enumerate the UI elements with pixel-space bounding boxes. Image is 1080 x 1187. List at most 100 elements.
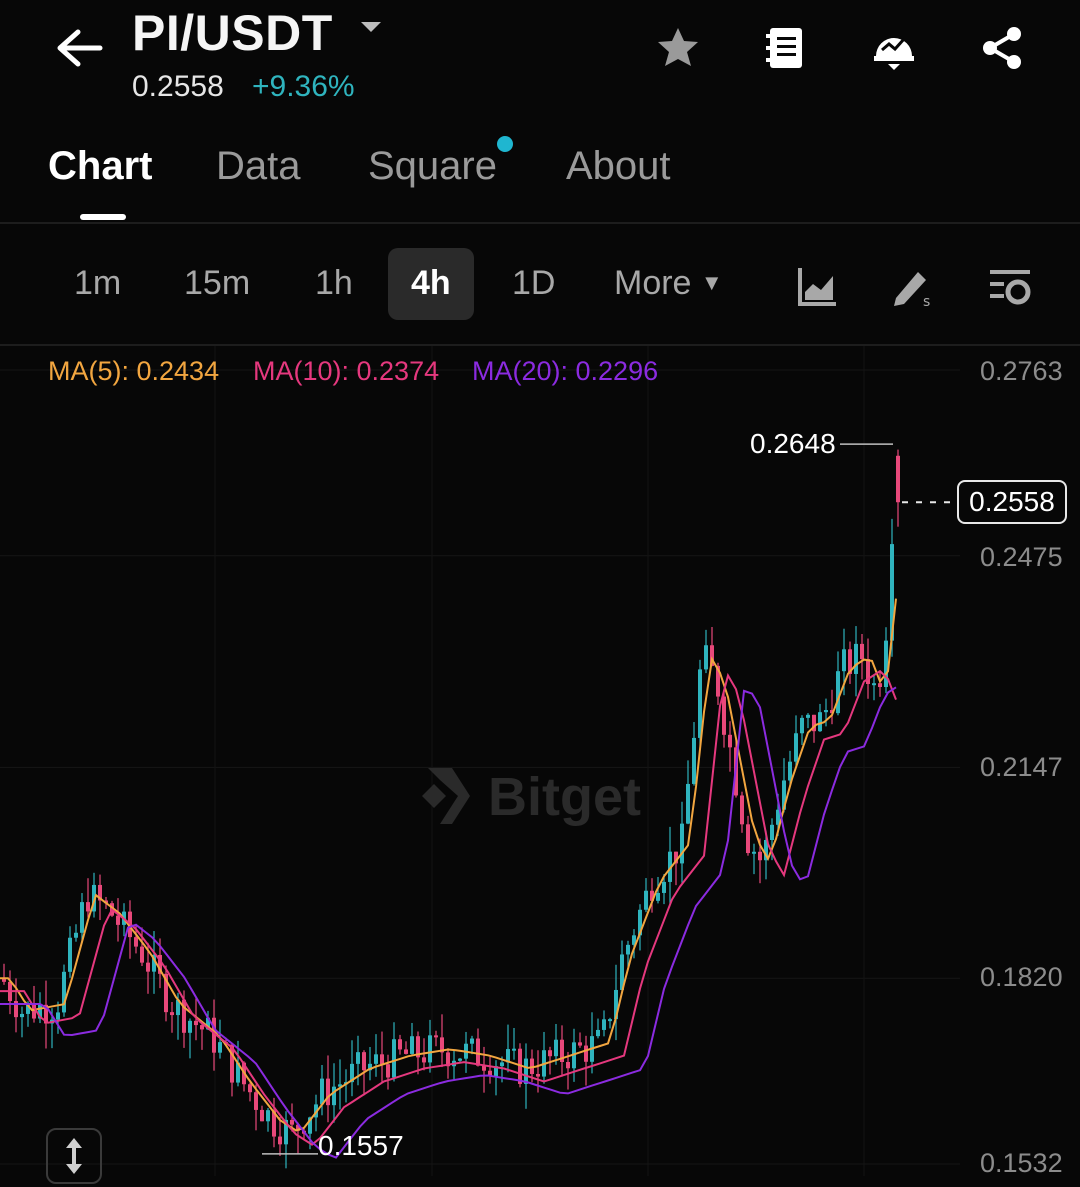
candle-up bbox=[806, 714, 810, 718]
candle-down bbox=[278, 1136, 282, 1145]
candle-up bbox=[308, 1117, 312, 1134]
candle-up bbox=[788, 761, 792, 781]
candle-down bbox=[272, 1110, 276, 1137]
tab-data[interactable]: Data bbox=[216, 144, 301, 188]
candle-down bbox=[398, 1039, 402, 1050]
star-icon[interactable] bbox=[654, 24, 702, 72]
candle-down bbox=[878, 683, 882, 688]
candle-up bbox=[470, 1038, 474, 1044]
low-price-label: 0.1557 bbox=[318, 1130, 404, 1161]
candle-down bbox=[446, 1052, 450, 1067]
candle-down bbox=[416, 1036, 420, 1058]
candle-down bbox=[146, 962, 150, 972]
drawing-tools-icon[interactable]: s bbox=[890, 264, 934, 308]
candle-up bbox=[800, 717, 804, 734]
candle-down bbox=[848, 649, 852, 674]
candle-up bbox=[410, 1036, 414, 1054]
price-change: +9.36% bbox=[252, 70, 355, 103]
timeframe-15m[interactable]: 15m bbox=[184, 264, 251, 302]
candle-up bbox=[152, 954, 156, 972]
candle-down bbox=[14, 1001, 18, 1018]
timeframe-1m[interactable]: 1m bbox=[74, 264, 122, 302]
candle-up bbox=[836, 671, 840, 714]
candle-down bbox=[254, 1092, 258, 1110]
timeframe-1h[interactable]: 1h bbox=[315, 264, 353, 302]
timeframe-4h[interactable]: 4h bbox=[411, 264, 451, 302]
candle-down bbox=[722, 696, 726, 735]
candle-down bbox=[116, 915, 120, 925]
candle-up bbox=[62, 971, 66, 1013]
candle-up bbox=[188, 1020, 192, 1033]
share-icon[interactable] bbox=[978, 24, 1026, 72]
tab-chart[interactable]: Chart bbox=[48, 144, 153, 188]
back-arrow-icon[interactable] bbox=[52, 24, 104, 72]
candle-up bbox=[218, 1042, 222, 1053]
candle-down bbox=[566, 1062, 570, 1069]
candle-up bbox=[614, 989, 618, 1020]
pair-title[interactable]: PI/USDT bbox=[132, 5, 333, 61]
y-tick-label: 0.1532 bbox=[980, 1148, 1063, 1178]
active-tab-indicator bbox=[80, 214, 126, 220]
candle-up bbox=[680, 823, 684, 864]
candle-up bbox=[176, 999, 180, 1016]
candle-up bbox=[854, 643, 858, 674]
timeframe-1d[interactable]: 1D bbox=[512, 264, 556, 302]
candle-up bbox=[68, 937, 72, 972]
candle-up bbox=[626, 944, 630, 955]
chart-type-icon[interactable] bbox=[796, 264, 840, 308]
candle-up bbox=[458, 1058, 462, 1061]
candle-up bbox=[350, 1063, 354, 1083]
ma20-line bbox=[0, 686, 897, 1159]
candle-up bbox=[320, 1078, 324, 1105]
candle-up bbox=[206, 1017, 210, 1030]
candle-up bbox=[644, 890, 648, 910]
candle-up bbox=[638, 909, 642, 936]
ma10-label: MA(10): 0.2374 bbox=[253, 356, 440, 386]
header: PI/USDT 0.2558 +9.36% bbox=[0, 0, 1080, 120]
candle-down bbox=[536, 1073, 540, 1077]
candle-down bbox=[674, 851, 678, 864]
price-alert-icon[interactable] bbox=[870, 24, 918, 72]
candle-up bbox=[698, 669, 702, 738]
price-chart[interactable]: MA(5): 0.2434 MA(10): 0.2374 MA(20): 0.2… bbox=[0, 346, 1080, 1184]
candle-up bbox=[668, 851, 672, 882]
last-price: 0.2558 bbox=[132, 70, 224, 103]
notes-icon[interactable] bbox=[762, 24, 810, 72]
chevron-down-icon[interactable] bbox=[358, 16, 384, 36]
candle-down bbox=[98, 884, 102, 901]
candle-up bbox=[686, 783, 690, 824]
candle-down bbox=[290, 1119, 294, 1125]
candle-down bbox=[362, 1052, 366, 1071]
high-price-label: 0.2648 bbox=[750, 428, 836, 459]
candle-up bbox=[824, 710, 828, 713]
chart-settings-icon[interactable] bbox=[988, 264, 1032, 308]
candle-down bbox=[2, 978, 6, 982]
candle-down bbox=[488, 1070, 492, 1077]
tab-square[interactable]: Square bbox=[368, 144, 497, 188]
bitget-logo-watermark bbox=[422, 768, 470, 824]
candle-down bbox=[440, 1037, 444, 1053]
candle-down bbox=[578, 1042, 582, 1046]
candle-up bbox=[356, 1052, 360, 1064]
candle-up bbox=[38, 1004, 42, 1019]
candle-up bbox=[704, 645, 708, 670]
candle-up bbox=[596, 1029, 600, 1037]
ma10-line bbox=[0, 669, 897, 1146]
candle-up bbox=[500, 1062, 504, 1067]
vertical-resize-icon bbox=[66, 1138, 82, 1174]
ma20-label: MA(20): 0.2296 bbox=[472, 356, 659, 386]
candle-down bbox=[386, 1064, 390, 1078]
candle-down bbox=[182, 999, 186, 1033]
candle-down bbox=[476, 1038, 480, 1066]
candle-up bbox=[266, 1110, 270, 1122]
candle-down bbox=[434, 1035, 438, 1038]
candle-down bbox=[32, 1003, 36, 1019]
candle-down bbox=[896, 455, 900, 503]
more-timeframes-button[interactable]: More ▼ bbox=[614, 264, 723, 303]
tab-about[interactable]: About bbox=[566, 144, 671, 188]
candle-up bbox=[632, 935, 636, 945]
candle-up bbox=[764, 840, 768, 861]
candle-down bbox=[548, 1050, 552, 1057]
candle-up bbox=[26, 1003, 30, 1014]
more-label: More bbox=[614, 264, 692, 302]
